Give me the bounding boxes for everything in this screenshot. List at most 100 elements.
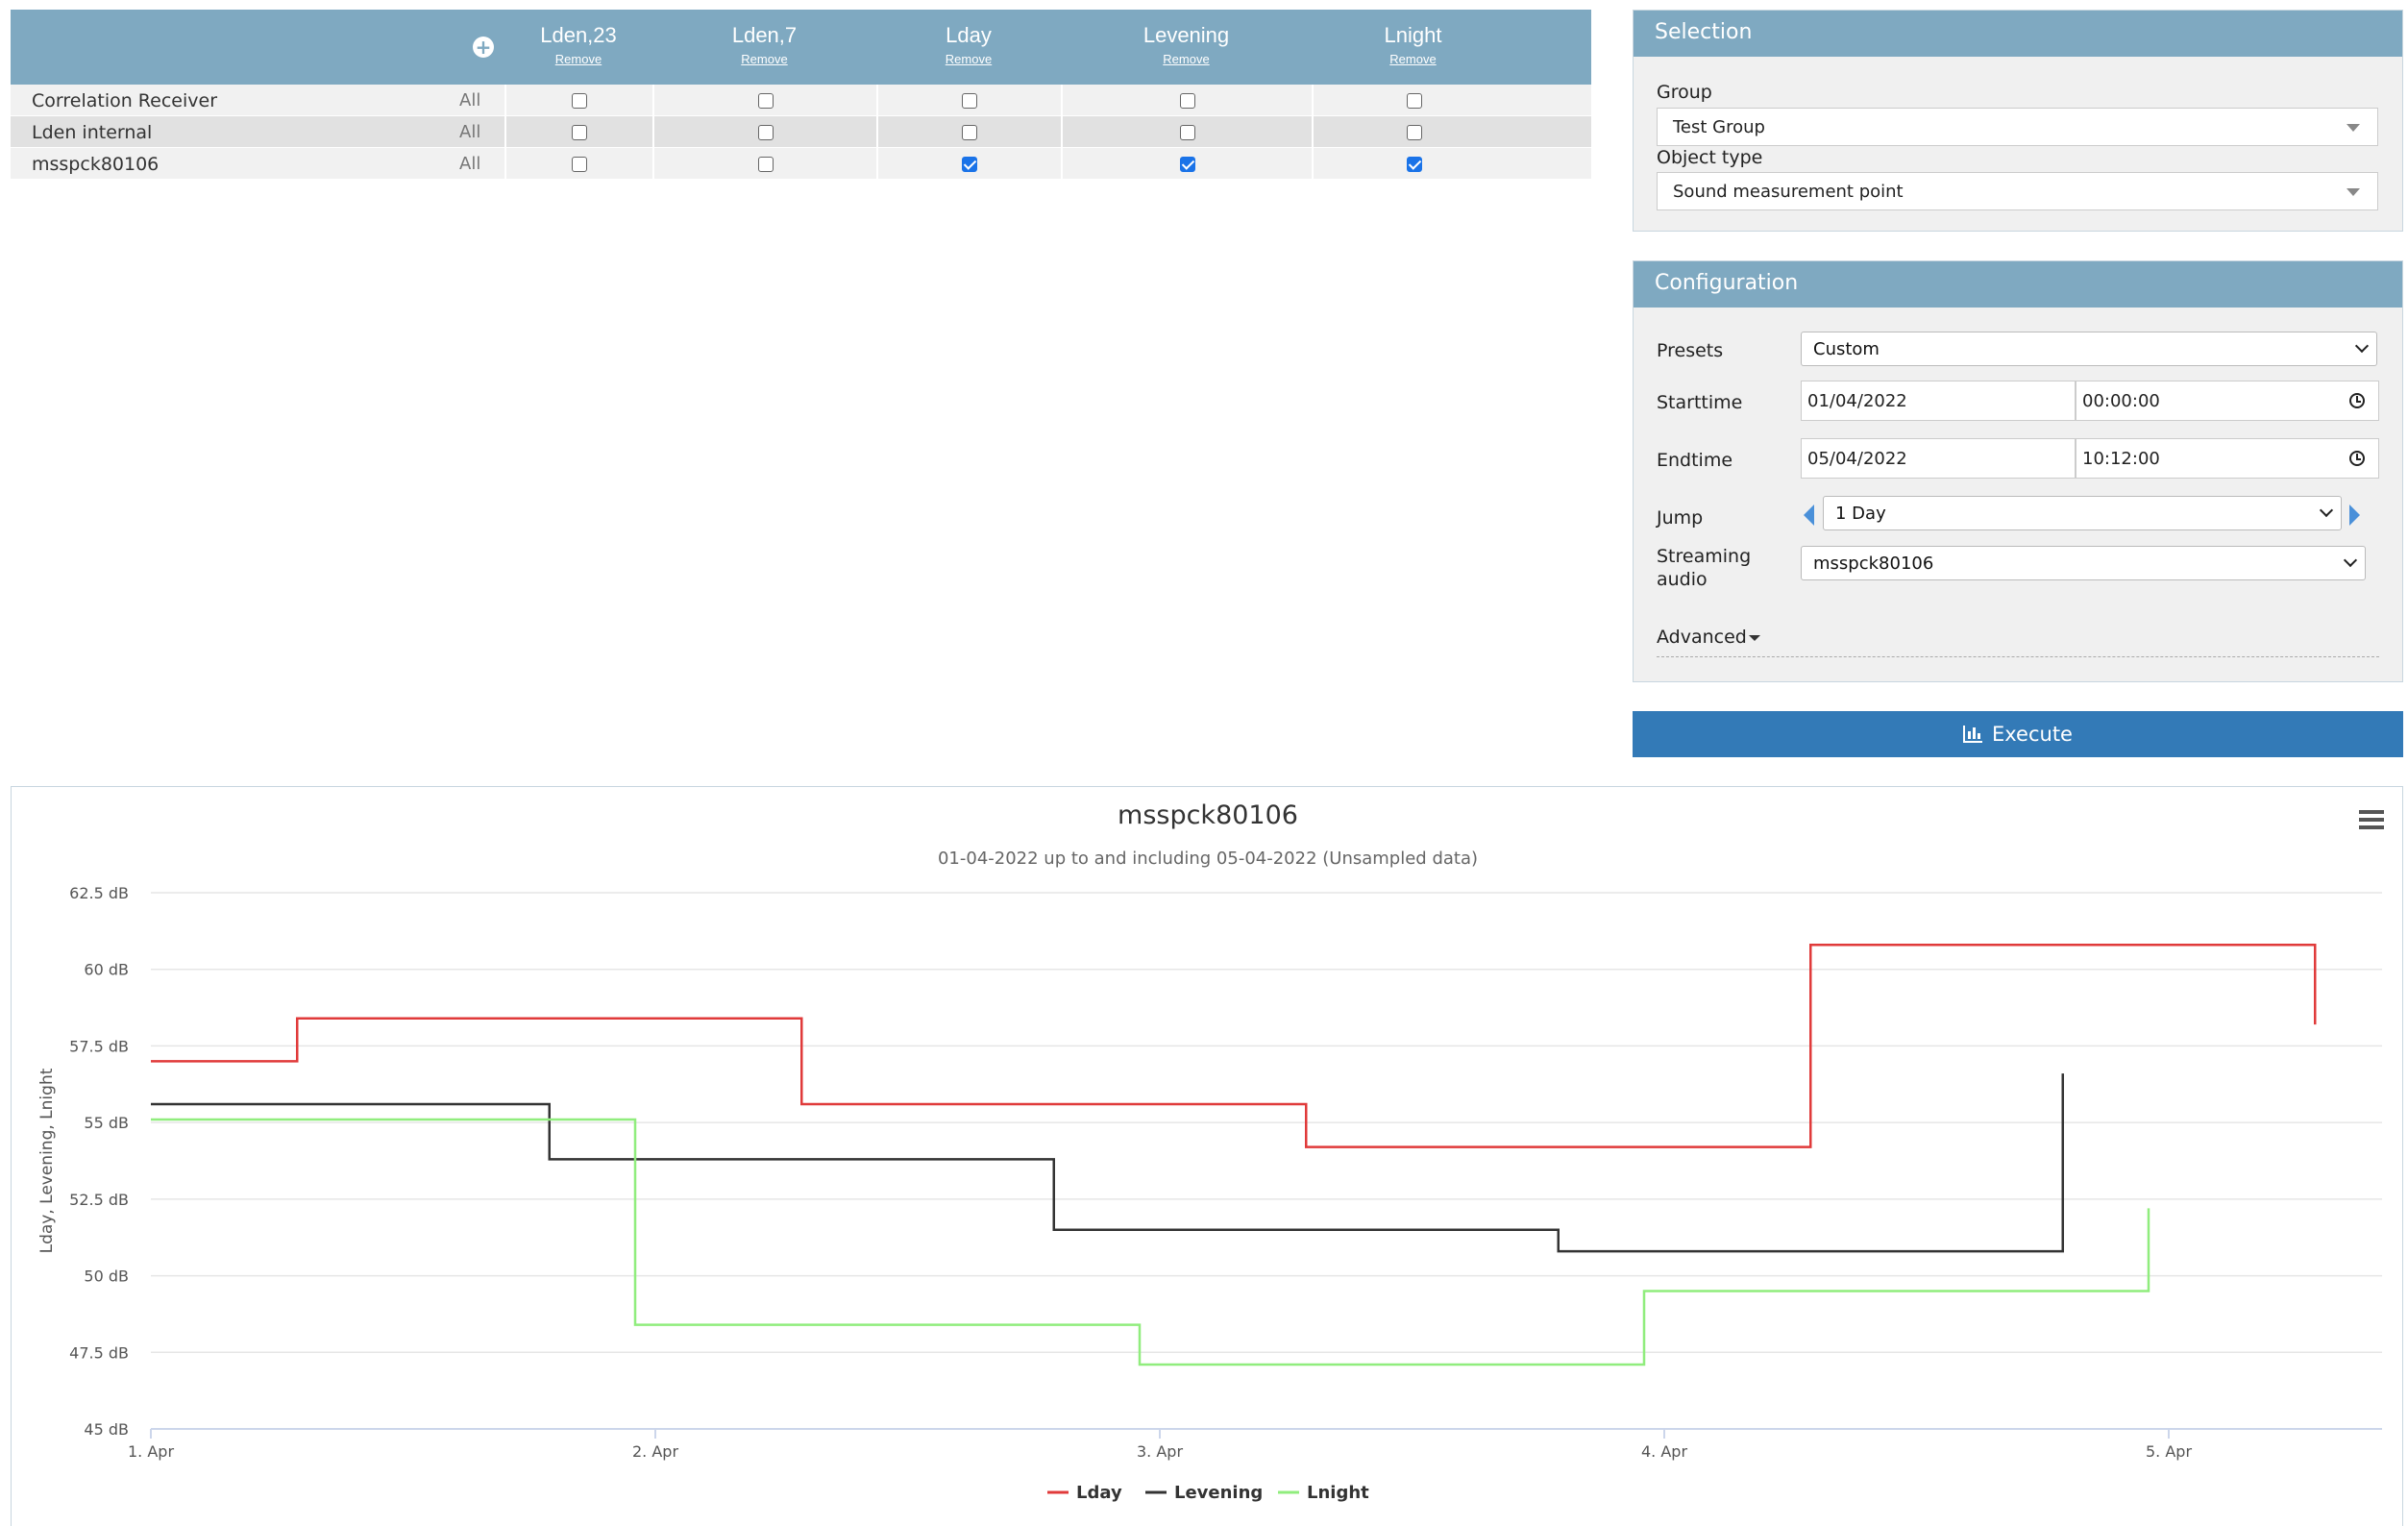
column-header-lday: Lday Remove [876,10,1061,85]
y-tick-label: 55 dB [84,1114,129,1132]
matrix-row-correlation-receiver: Correlation Receiver All [11,85,1591,116]
end-date-input[interactable]: 05/04/2022 [1801,438,2076,479]
row-name: Correlation Receiver [32,90,218,111]
x-tick-label: 2. Apr [632,1442,678,1461]
matrix-row-lden-internal: Lden internal All [11,116,1591,148]
row-name: msspck80106 [32,154,160,175]
clock-icon[interactable] [2349,451,2365,466]
divider [1657,656,2379,657]
y-tick-label: 47.5 dB [69,1343,129,1362]
checkbox[interactable] [572,156,587,172]
series-line-lday [151,943,2317,1148]
checkbox[interactable] [1179,124,1195,140]
remove-column-link[interactable]: Remove [741,52,788,66]
chart-title: msspck80106 [1118,800,1298,830]
chart-container: msspck80106 01-04-2022 up to and includin… [11,786,2403,1526]
jump-forward-arrow-icon[interactable] [2349,505,2360,526]
y-tick-label: 62.5 dB [69,884,129,902]
checkbox[interactable] [962,156,977,172]
legend-item-lday: Lday [1076,1483,1122,1503]
object-type-label: Object type [1657,147,1763,168]
x-tick-label: 5. Apr [2146,1442,2192,1461]
end-date-value: 05/04/2022 [1807,449,1907,469]
chart-subtitle: 01-04-2022 up to and including 05-04-202… [938,849,1478,869]
add-column-button[interactable]: + [462,10,504,85]
checkbox[interactable] [962,124,977,140]
start-date-value: 01/04/2022 [1807,391,1907,411]
streaming-audio-label-line2: audio [1657,569,1708,590]
select-all-link[interactable]: All [459,122,481,142]
channel-matrix: + Lden,23 Remove Lden,7 Remove Lday Remo… [11,10,1591,180]
x-tick-label: 3. Apr [1137,1442,1183,1461]
chart-svg: msspck80106 01-04-2022 up to and includin… [37,800,2382,1503]
selection-title: Selection [1634,11,2402,57]
jump-select-value: 1 Day [1835,504,1886,524]
object-type-select-value: Sound measurement point [1673,182,1904,202]
legend-item-lnight: Lnight [1307,1483,1369,1503]
y-tick-label: 50 dB [84,1268,129,1286]
column-title: Lden,7 [731,23,798,47]
checkbox[interactable] [572,124,587,140]
row-name: Lden internal [32,122,153,143]
chevron-down-icon [2319,503,2334,518]
start-date-input[interactable]: 01/04/2022 [1801,381,2076,421]
matrix-header: + Lden,23 Remove Lden,7 Remove Lday Remo… [11,10,1591,85]
checkbox[interactable] [757,156,774,172]
streaming-audio-select[interactable]: msspck80106 [1801,546,2366,580]
column-title: Lden,23 [540,23,617,47]
endtime-label: Endtime [1657,450,1733,471]
remove-column-link[interactable]: Remove [554,52,602,66]
checkbox[interactable] [1406,156,1422,172]
end-time-input[interactable]: 10:12:00 [2076,438,2379,479]
configuration-panel: Configuration Presets Custom Starttime 0… [1633,260,2403,682]
matrix-row-msspck80106: msspck80106 All [11,148,1591,180]
streaming-audio-select-value: msspck80106 [1813,554,1934,574]
y-axis-title: Lday, Levening, Lnight [37,1068,57,1253]
group-label: Group [1657,82,1712,103]
series-line-levening [151,1073,2064,1253]
selection-panel: Selection Group Test Group Object type S… [1633,10,2403,232]
group-select-value: Test Group [1673,117,1765,137]
chart-menu-icon[interactable] [2359,810,2384,829]
checkbox[interactable] [1406,124,1422,140]
column-title: Levening [1143,23,1230,47]
select-all-link[interactable]: All [459,154,481,174]
remove-column-link[interactable]: Remove [1389,52,1437,66]
advanced-toggle[interactable]: Advanced [1657,627,1760,648]
y-tick-label: 57.5 dB [69,1037,129,1055]
checkbox[interactable] [1179,156,1195,172]
remove-column-link[interactable]: Remove [945,52,993,66]
y-tick-label: 52.5 dB [69,1191,129,1209]
object-type-select[interactable]: Sound measurement point [1657,172,2378,210]
checkbox[interactable] [757,124,774,140]
checkbox[interactable] [757,92,774,109]
bar-chart-icon [1963,726,1982,743]
checkbox[interactable] [1406,92,1422,109]
jump-label: Jump [1657,507,1704,529]
end-time-value: 10:12:00 [2082,449,2160,469]
advanced-label: Advanced [1657,627,1747,648]
y-tick-label: 45 dB [84,1420,129,1439]
jump-back-arrow-icon[interactable] [1804,505,1814,526]
checkbox[interactable] [572,92,587,109]
presets-select-value: Custom [1813,339,1880,359]
jump-select[interactable]: 1 Day [1823,496,2342,530]
column-title: Lday [946,23,992,47]
clock-icon[interactable] [2349,393,2365,408]
group-select[interactable]: Test Group [1657,108,2378,146]
checkbox[interactable] [962,92,977,109]
checkbox[interactable] [1179,92,1195,109]
presets-label: Presets [1657,340,1724,361]
caret-down-icon [2347,188,2360,196]
column-header-lnight: Lnight Remove [1312,10,1514,85]
start-time-input[interactable]: 00:00:00 [2076,381,2379,421]
start-time-value: 00:00:00 [2082,391,2160,411]
execute-button[interactable]: Execute [1633,711,2403,757]
caret-down-icon [2347,124,2360,132]
select-all-link[interactable]: All [459,90,481,111]
presets-select[interactable]: Custom [1801,332,2377,366]
column-header-levening: Levening Remove [1061,10,1312,85]
column-title: Lnight [1384,23,1442,47]
remove-column-link[interactable]: Remove [1163,52,1210,66]
chevron-down-icon [2343,553,2358,568]
